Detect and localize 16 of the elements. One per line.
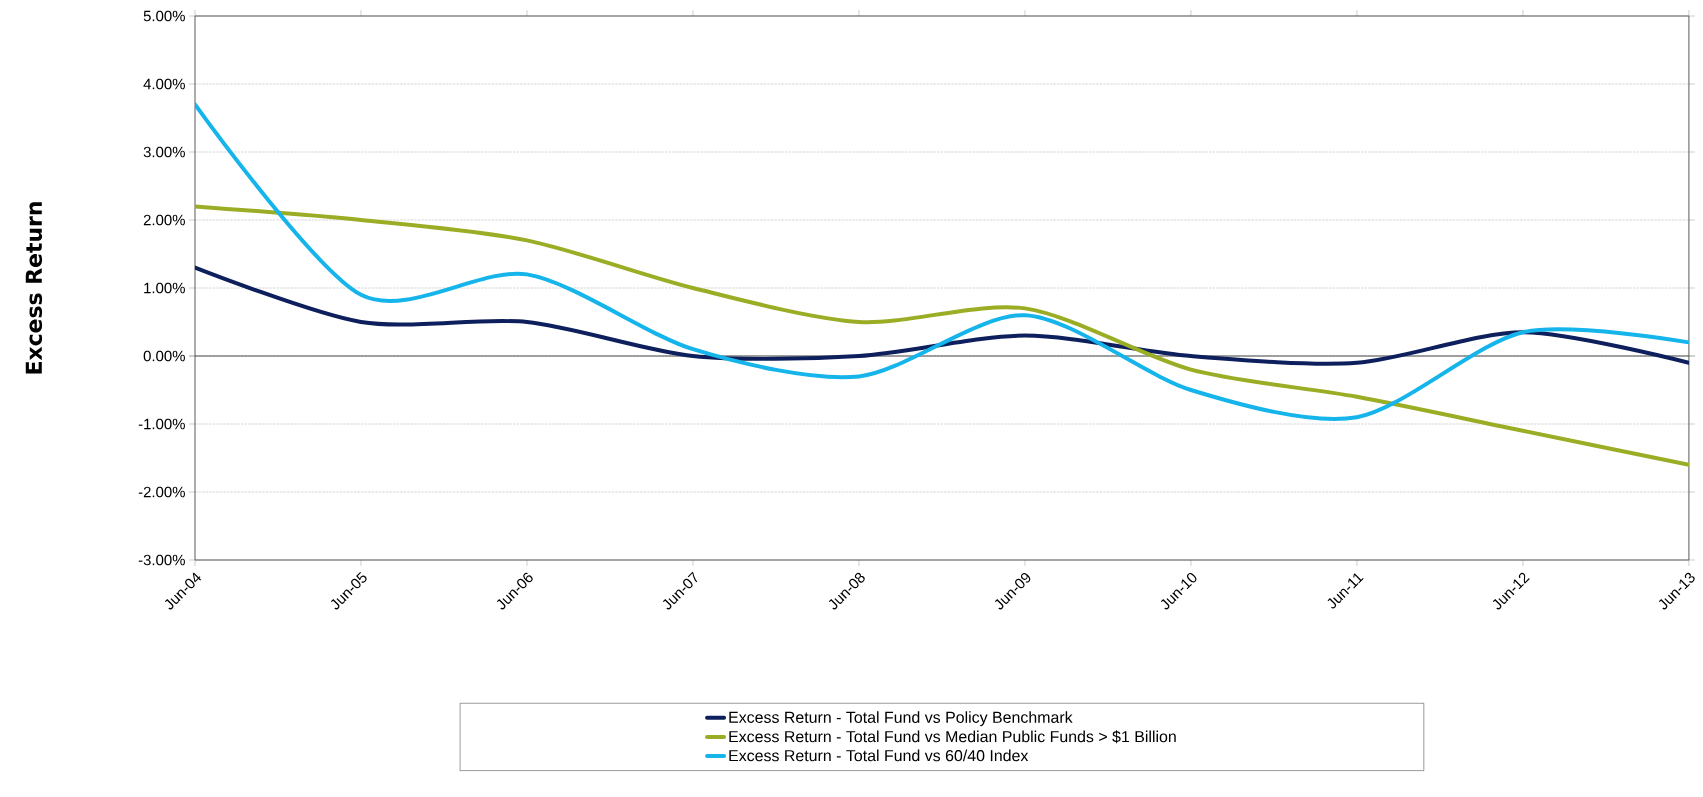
line-series	[195, 102, 1689, 421]
y-axis-title: Excess Return	[25, 202, 43, 374]
line-series	[195, 204, 1689, 467]
y-tick-label: -3.00%	[138, 554, 185, 566]
y-tick-label: 4.00%	[143, 78, 185, 90]
y-tick-label: 1.00%	[144, 282, 185, 294]
legend-label: Excess Return - Total Fund vs Policy Benchmark	[729, 711, 1073, 727]
legend-label: Excess Return - Total Fund vs 60/40 Index	[729, 749, 1029, 762]
legend-label: Excess Return - Total Fund vs Median Public Funds > $1 Billion	[729, 730, 1176, 744]
y-tick-label: 0.00%	[143, 350, 185, 362]
y-tick-label: -1.00%	[138, 418, 185, 430]
y-tick-label: -2.00%	[138, 486, 185, 498]
y-tick-label: 5.00%	[143, 10, 185, 22]
y-tick-label: 3.00%	[143, 146, 185, 158]
y-tick-label: 2.00%	[143, 214, 185, 226]
line-series	[195, 265, 1689, 366]
